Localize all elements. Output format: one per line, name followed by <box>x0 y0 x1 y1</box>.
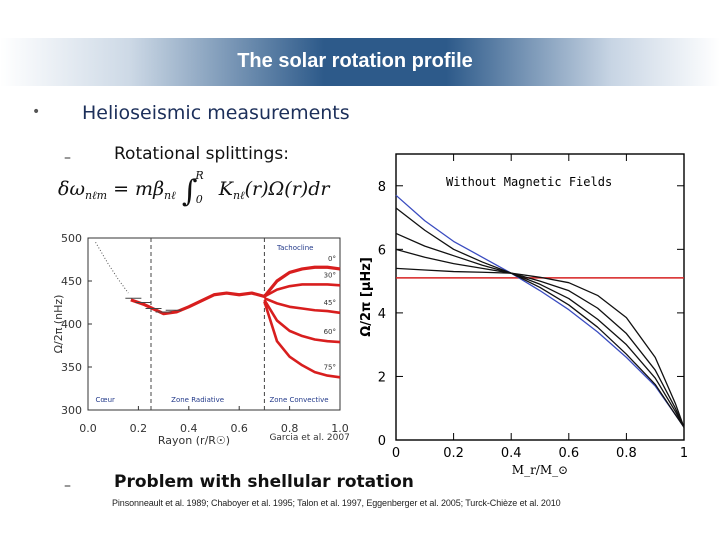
right-y-tick-label: 8 <box>378 180 386 195</box>
left-x-tick-label: 1.0 <box>331 422 349 435</box>
model-rotation-chart: 0 2 4 6 8 0 0.2 0.4 0.6 0.8 1 Without Magnetic Fiel… <box>359 153 688 477</box>
left-series-line-2 <box>263 296 341 315</box>
formula-beta-sub: nℓ <box>164 189 176 202</box>
right-x-tick-label: 0.6 <box>558 446 579 461</box>
right-x-tick-label: 0.4 <box>501 446 522 461</box>
problem-label: Problem with shellular rotation <box>114 472 414 492</box>
title-bar <box>0 38 720 86</box>
dash-marker-2: – <box>64 478 71 494</box>
left-x-label: Rayon (r/R☉) <box>158 434 230 447</box>
slide-title: The solar rotation profile <box>237 50 473 72</box>
left-series-line-1 <box>263 283 341 298</box>
right-x-tick-label: 0.8 <box>616 446 637 461</box>
formula-kernel-sub: nℓ <box>232 189 245 202</box>
left-y-tick-label: 400 <box>61 318 82 331</box>
formula-integral: ∫ <box>181 174 198 209</box>
right-y-tick-label: 6 <box>378 243 386 258</box>
left-y-tick-label: 300 <box>61 404 82 417</box>
right-series-line-3 <box>395 248 685 428</box>
left-series-line-3 <box>263 299 341 344</box>
left-y-label: Ω/2π (nHz) <box>52 295 65 354</box>
left-tachocline-label: Tachocline <box>276 244 313 252</box>
left-core-estimate <box>95 242 129 294</box>
right-x-tick-label: 0.2 <box>443 446 464 461</box>
right-y-tick-label: 2 <box>378 370 386 385</box>
left-x-tick-label: 0.0 <box>79 422 97 435</box>
formula-upper: R <box>195 169 204 182</box>
left-y-tick-label: 450 <box>61 275 82 288</box>
right-y-label: Ω/2π [μHz] <box>359 257 374 337</box>
formula-kernel: K <box>218 178 233 200</box>
left-series-line-0 <box>130 265 341 316</box>
left-series-label-4: 75° <box>324 363 336 371</box>
right-plot-frame <box>395 153 685 441</box>
left-x-tick-label: 0.8 <box>281 422 299 435</box>
rotation-rate-chart: 300 350 400 450 500 0.0 0.2 0.4 0.6 0.8 1.0 Tachocl… <box>52 232 350 447</box>
left-radiative-label: Zone Radiative <box>171 396 224 404</box>
right-series-line-0 <box>395 194 685 428</box>
right-series-line-1 <box>395 207 685 428</box>
right-chart-title: Without Magnetic Fields <box>446 175 612 189</box>
left-series-line-4 <box>263 301 341 379</box>
right-x-tick-label: 1 <box>680 446 688 461</box>
left-series-label-2: 45° <box>324 299 336 307</box>
bullet-marker: • <box>32 104 41 120</box>
left-series-label-3: 60° <box>324 328 336 336</box>
left-x-tick-label: 0.2 <box>130 422 148 435</box>
left-x-tick-label: 0.6 <box>230 422 248 435</box>
right-series-line-4 <box>395 267 685 428</box>
right-series-line-2 <box>395 232 685 428</box>
formula-rest: (r)Ω(r)dr <box>244 178 330 200</box>
right-y-tick-label: 0 <box>378 434 386 449</box>
formula-eq: = mβ <box>107 178 165 200</box>
left-y-tick-label: 350 <box>61 361 82 374</box>
references: Pinsonneault et al. 1989; Chaboyer et al… <box>112 498 561 508</box>
formula-lower: 0 <box>195 193 203 206</box>
left-core-label: Cœur <box>96 396 115 404</box>
formula-lhs: δω <box>58 178 85 200</box>
rotational-splittings-label: Rotational splittings: <box>114 144 289 164</box>
right-y-tick-label: 4 <box>378 307 386 322</box>
dash-marker-1: – <box>64 150 71 166</box>
right-x-label: M_r/M_⊙ <box>512 463 568 477</box>
left-y-tick-label: 500 <box>61 232 82 245</box>
left-convective-label: Zone Convective <box>269 396 328 404</box>
right-x-tick-label: 0 <box>392 446 400 461</box>
left-x-tick-label: 0.4 <box>180 422 198 435</box>
left-plot-frame <box>87 237 341 411</box>
splitting-formula: δωnℓm = mβnℓ ∫R0 Knℓ(r)Ω(r)dr <box>58 169 330 209</box>
left-credit: Garcia et al. 2007 <box>269 433 349 443</box>
heading: Helioseismic measurements <box>82 102 350 124</box>
formula-lhs-sub: nℓm <box>84 189 108 202</box>
left-series-label-0: 0° <box>328 255 336 263</box>
left-series-label-1: 30° <box>324 271 336 279</box>
